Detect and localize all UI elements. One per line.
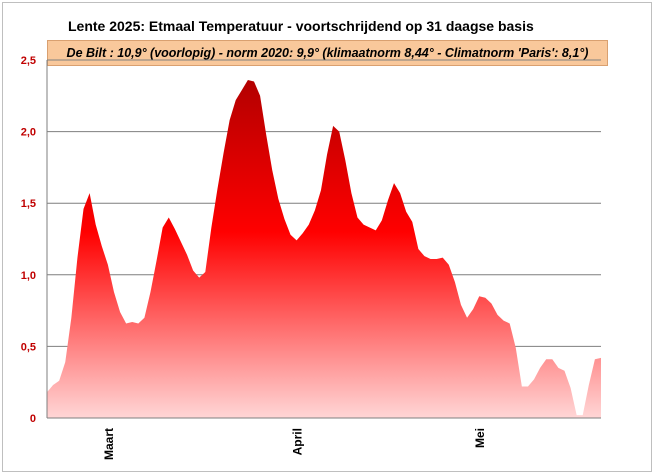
tick-labels: 0 0,5 1,0 1,5 2,0 2,5 Maart April Mei bbox=[21, 55, 488, 460]
y-tick-label: 0 bbox=[30, 413, 36, 425]
y-tick-label: 2,5 bbox=[21, 55, 36, 67]
x-tick-label: Maart bbox=[102, 428, 116, 460]
x-tick-label: Mei bbox=[473, 428, 487, 448]
subtitle-banner: De Bilt : 10,9° (voorlopig) - norm 2020:… bbox=[47, 40, 608, 66]
y-tick-label: 1,5 bbox=[21, 198, 36, 210]
axes bbox=[46, 60, 601, 419]
series-area-path bbox=[47, 80, 601, 419]
y-tick-label: 0,5 bbox=[21, 341, 36, 353]
chart-title: Lente 2025: Etmaal Temperatuur - voortsc… bbox=[68, 18, 534, 34]
y-tick-label: 2,0 bbox=[21, 127, 36, 139]
subtitle-text: De Bilt : 10,9° (voorlopig) - norm 2020:… bbox=[66, 46, 589, 60]
x-tick-label: April bbox=[291, 428, 305, 455]
y-tick-label: 1,0 bbox=[21, 270, 36, 282]
series-area bbox=[47, 80, 601, 419]
